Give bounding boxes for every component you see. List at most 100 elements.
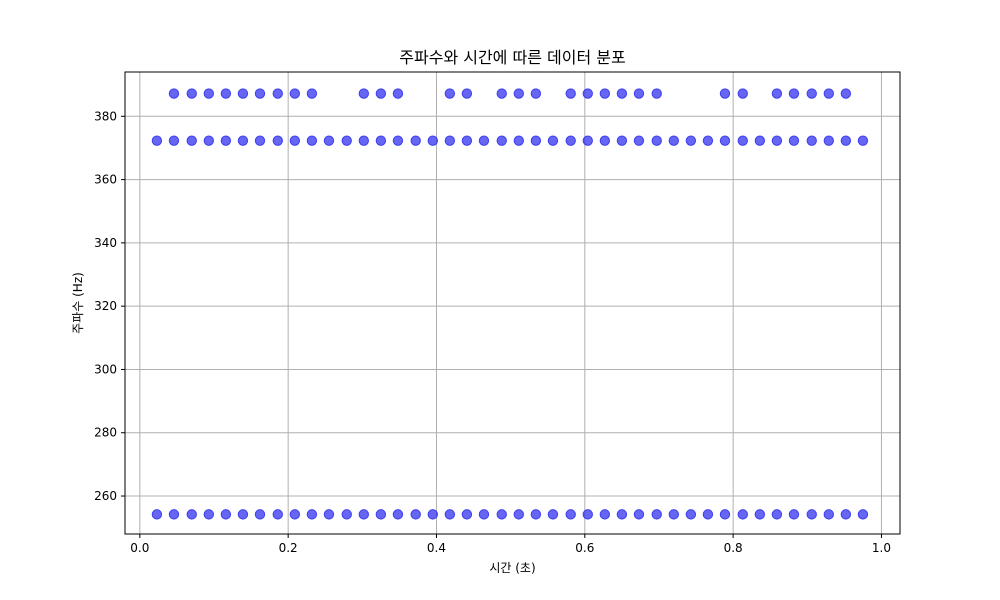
data-point — [186, 135, 197, 146]
data-point — [754, 509, 766, 520]
data-point — [392, 135, 404, 146]
data-point — [272, 135, 283, 146]
y-axis-label: 주파수 (Hz) — [71, 272, 85, 334]
data-point — [427, 509, 438, 520]
data-point — [806, 88, 817, 99]
x-tick-label: 1.0 — [872, 541, 891, 555]
data-point — [237, 509, 249, 520]
data-point — [823, 509, 835, 520]
data-point — [530, 509, 542, 520]
data-point — [478, 509, 490, 520]
data-point — [616, 88, 628, 99]
data-point — [392, 88, 404, 99]
data-point — [651, 509, 662, 520]
y-tick-label: 380 — [94, 109, 117, 123]
data-point — [496, 88, 507, 99]
data-point — [444, 135, 456, 146]
data-point — [461, 509, 473, 520]
data-point — [375, 509, 387, 520]
data-point — [254, 88, 266, 99]
data-point — [186, 509, 197, 520]
data-point — [220, 88, 232, 99]
data-point — [323, 509, 335, 520]
data-point — [633, 135, 645, 146]
data-point — [220, 135, 232, 146]
axis-ticks: 0.0 0.2 0.4 0.6 0.8 1.0 260 280 300 320 340 360 380 — [94, 109, 891, 555]
data-point — [513, 509, 525, 520]
data-point — [547, 509, 559, 520]
data-point — [168, 88, 180, 99]
data-point — [719, 135, 731, 146]
data-point — [582, 135, 593, 146]
data-point — [771, 509, 783, 520]
data-point — [254, 135, 266, 146]
grid-lines — [125, 72, 900, 534]
data-point — [306, 88, 318, 99]
data-point — [410, 509, 421, 520]
data-point — [530, 135, 542, 146]
data-point — [702, 509, 714, 520]
data-point — [754, 135, 766, 146]
data-point — [496, 135, 507, 146]
data-point — [788, 88, 800, 99]
chart-title: 주파수와 시간에 따른 데이터 분포 — [399, 48, 625, 67]
data-point — [565, 509, 576, 520]
data-point — [237, 135, 249, 146]
data-point — [530, 88, 542, 99]
data-point — [702, 135, 714, 146]
data-point — [565, 88, 576, 99]
data-point — [341, 509, 352, 520]
data-point — [410, 135, 421, 146]
data-point — [616, 135, 628, 146]
data-point — [254, 509, 266, 520]
data-point — [203, 509, 215, 520]
data-point — [444, 509, 456, 520]
data-points — [151, 88, 869, 520]
data-point — [599, 509, 611, 520]
data-point — [599, 135, 611, 146]
data-point — [427, 135, 438, 146]
data-point — [840, 88, 852, 99]
data-point — [341, 135, 352, 146]
data-point — [651, 135, 662, 146]
data-point — [771, 88, 783, 99]
data-point — [203, 88, 215, 99]
data-point — [392, 509, 404, 520]
data-point — [565, 135, 576, 146]
data-point — [857, 509, 869, 520]
data-point — [289, 509, 301, 520]
data-point — [823, 88, 835, 99]
y-tick-label: 360 — [94, 173, 117, 187]
data-point — [633, 88, 645, 99]
data-point — [857, 135, 869, 146]
data-point — [737, 135, 748, 146]
data-point — [616, 509, 628, 520]
data-point — [237, 88, 249, 99]
data-point — [547, 135, 559, 146]
data-point — [651, 88, 662, 99]
y-tick-label: 340 — [94, 236, 117, 250]
data-point — [151, 509, 163, 520]
y-tick-label: 300 — [94, 362, 117, 376]
data-point — [582, 88, 593, 99]
data-point — [840, 135, 852, 146]
data-point — [375, 135, 387, 146]
data-point — [582, 509, 593, 520]
x-axis-label: 시간 (초) — [489, 561, 535, 575]
data-point — [444, 88, 456, 99]
x-tick-label: 0.0 — [130, 541, 149, 555]
y-tick-label: 320 — [94, 299, 117, 313]
data-point — [220, 509, 232, 520]
data-point — [168, 509, 180, 520]
data-point — [203, 135, 215, 146]
data-point — [685, 135, 697, 146]
data-point — [375, 88, 387, 99]
data-point — [272, 88, 283, 99]
data-point — [668, 135, 680, 146]
data-point — [806, 135, 817, 146]
data-point — [788, 509, 800, 520]
data-point — [599, 88, 611, 99]
data-point — [358, 135, 370, 146]
data-point — [186, 88, 197, 99]
